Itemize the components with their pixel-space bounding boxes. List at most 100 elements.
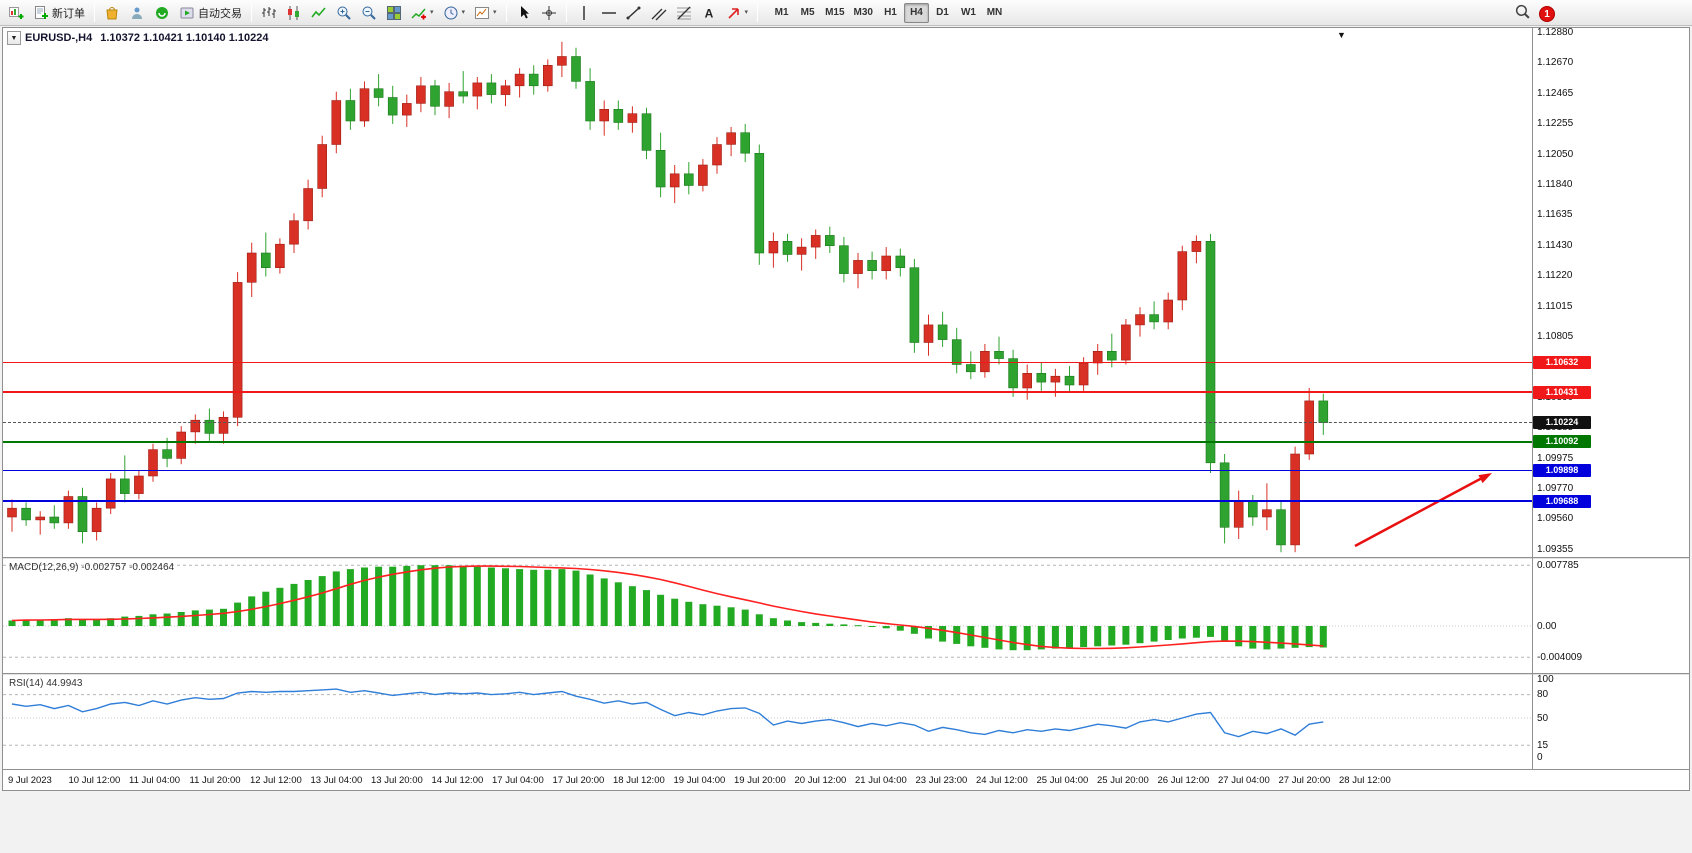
horizontal-line-button[interactable] <box>597 2 621 24</box>
time-axis-label: 19 Jul 20:00 <box>734 775 786 786</box>
time-axis-label: 11 Jul 04:00 <box>129 775 181 786</box>
trend-arrow-annotation[interactable] <box>1354 473 1492 548</box>
time-axis-label: 17 Jul 04:00 <box>492 775 544 786</box>
candle-body <box>557 56 567 66</box>
candle-body <box>63 496 74 524</box>
time-axis-label: 14 Jul 12:00 <box>431 775 484 786</box>
candle-body <box>77 496 88 533</box>
candle-body <box>655 150 666 188</box>
main-chart-pane <box>7 41 1492 553</box>
zoom-in-button[interactable] <box>332 2 356 24</box>
chart-body: ▼ EURUSD-,H4 1.10372 1.10421 1.10140 1.1… <box>3 27 1689 790</box>
price-axis-label: 1.12050 <box>1537 148 1574 160</box>
chevron-down-icon: ▾ <box>493 9 497 16</box>
macd-bar <box>882 626 890 629</box>
candle-body <box>275 243 285 268</box>
pane-separator[interactable] <box>3 673 1689 675</box>
timeframe-d1[interactable]: D1 <box>936 7 949 18</box>
time-axis-label: 13 Jul 20:00 <box>371 775 423 786</box>
candle-body <box>204 419 215 434</box>
rsi-axis-label: 80 <box>1537 689 1549 700</box>
macd-bar <box>93 619 101 626</box>
trendline-button[interactable] <box>622 2 646 24</box>
candle-body <box>120 478 130 494</box>
macd-bar <box>628 586 636 626</box>
bar-chart-button[interactable] <box>257 2 281 24</box>
timeframe-h1[interactable]: H1 <box>884 7 897 18</box>
price-tag: 1.10224 <box>1533 416 1591 430</box>
price-axis-label: 1.09560 <box>1537 513 1574 525</box>
time-axis-label: 10 Jul 12:00 <box>68 775 121 786</box>
toolbar-separator <box>757 3 759 22</box>
new-order-button[interactable]: 新订单 <box>29 2 89 24</box>
candle-body <box>740 132 751 154</box>
candle-body <box>331 100 342 145</box>
candlestick-chart-button[interactable] <box>282 2 306 24</box>
new-chart-button[interactable] <box>4 2 28 24</box>
new-chart-icon <box>8 5 24 21</box>
one-click-trading-toggle-icon[interactable]: ▼ <box>7 31 21 45</box>
macd-bar <box>8 620 16 626</box>
timeframe-mn[interactable]: MN <box>986 7 1003 18</box>
macd-bar <box>699 604 707 626</box>
candle-body <box>1064 375 1075 386</box>
candle-body <box>1163 299 1173 323</box>
timeframe-m30[interactable]: M30 <box>853 7 873 18</box>
macd-bar <box>417 565 425 626</box>
timeframe-h4[interactable]: H4 <box>903 2 929 23</box>
time-axis-label: 23 Jul 23:00 <box>915 775 968 786</box>
community-button[interactable] <box>150 2 174 24</box>
candle-body <box>641 113 652 151</box>
candle-body <box>1248 500 1258 518</box>
auto-trading-button[interactable]: 自动交易 <box>175 2 246 24</box>
price-axis-label: 1.12255 <box>1537 118 1574 130</box>
cursor-button[interactable] <box>512 2 536 24</box>
candle-body <box>1191 241 1202 252</box>
price-level-line[interactable] <box>3 441 1532 443</box>
crosshair-button[interactable] <box>537 2 561 24</box>
arrows-button[interactable]: ▾ <box>722 2 753 24</box>
price-level-line[interactable] <box>3 391 1532 393</box>
marketplace-button[interactable] <box>100 2 124 24</box>
macd-bar <box>191 610 199 626</box>
timeframe-w1[interactable]: W1 <box>960 7 976 18</box>
rsi-axis-label: 0 <box>1537 752 1543 763</box>
candle-body <box>1304 400 1314 455</box>
search-icon[interactable] <box>1514 3 1531 25</box>
periods-button[interactable]: ▾ <box>439 2 470 24</box>
pane-separator[interactable] <box>3 557 1689 559</box>
candle-body <box>824 235 835 246</box>
candle-body <box>712 144 722 166</box>
candle-body <box>134 475 144 494</box>
notification-badge[interactable]: 1 <box>1539 6 1555 22</box>
vertical-line-button[interactable] <box>572 2 596 24</box>
candle-body <box>1262 509 1272 518</box>
candle-body <box>768 241 779 254</box>
candle-body <box>1149 314 1159 323</box>
price-level-line[interactable] <box>3 469 1532 472</box>
templates-button[interactable]: ▾ <box>470 2 501 24</box>
text-button[interactable]: A <box>697 2 721 24</box>
candle-body <box>528 73 539 87</box>
line-chart-button[interactable] <box>307 2 331 24</box>
candle-body <box>1290 453 1300 546</box>
zoom-out-button[interactable] <box>357 2 381 24</box>
candle-body <box>627 113 638 123</box>
price-tag: 1.10632 <box>1533 356 1591 370</box>
timeframe-m1[interactable]: M1 <box>774 7 789 18</box>
candle-body <box>542 64 553 87</box>
macd-bar <box>361 567 368 626</box>
price-level-line[interactable] <box>3 500 1532 502</box>
rsi-pane <box>3 688 1532 746</box>
indicators-button[interactable]: ▾ <box>407 2 438 24</box>
timeframe-m15[interactable]: M15 <box>825 7 845 18</box>
community-icon <box>154 5 170 21</box>
timeframe-m5[interactable]: M5 <box>800 7 815 18</box>
tile-windows-button[interactable] <box>382 2 406 24</box>
signals-button[interactable] <box>125 2 149 24</box>
equidistant-channel-button[interactable] <box>647 2 671 24</box>
fibonacci-button[interactable] <box>672 2 696 24</box>
price-axis-label: 1.12670 <box>1537 57 1574 69</box>
candle-body <box>796 246 807 255</box>
price-level-line[interactable] <box>3 361 1532 364</box>
